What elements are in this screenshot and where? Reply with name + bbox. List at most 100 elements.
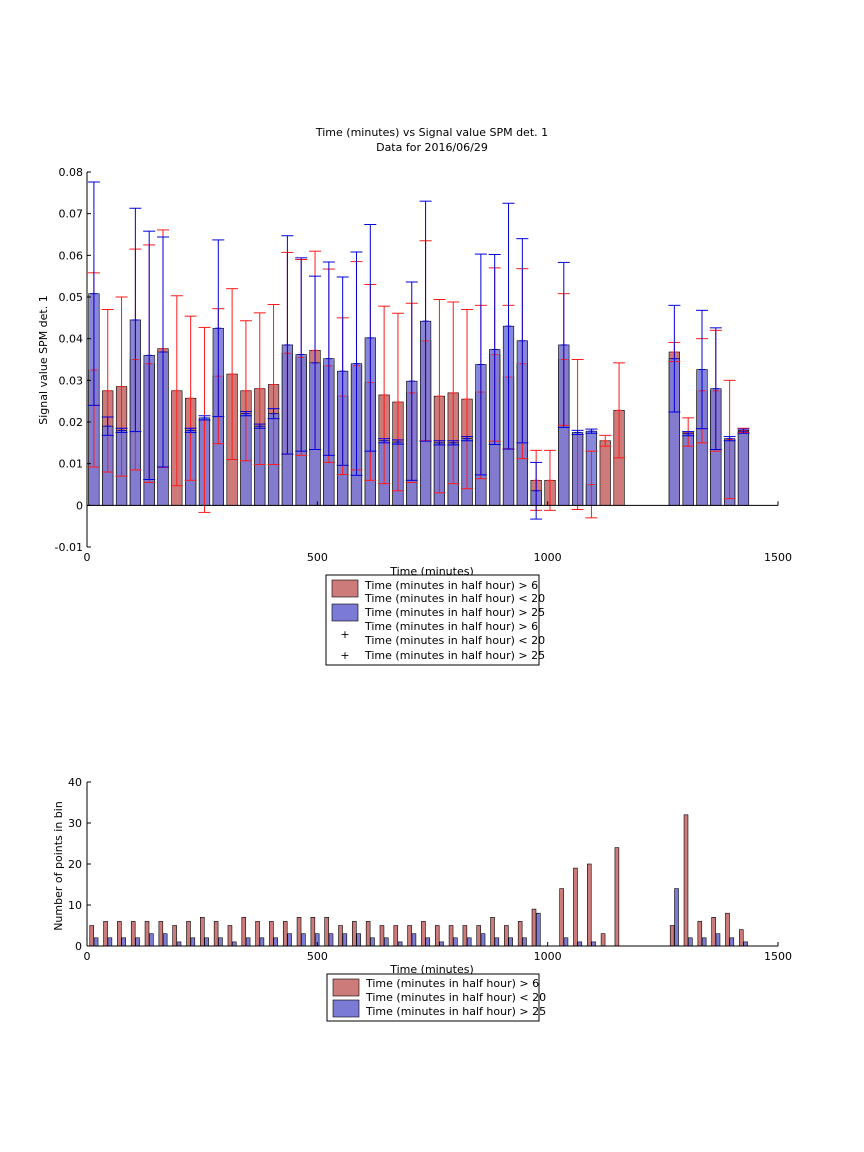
x-tick-label: 500: [307, 950, 328, 963]
count-bar: [421, 921, 426, 947]
count-bar: [729, 937, 735, 947]
legend-swatch-blue: [331, 603, 359, 622]
count-bar: [93, 937, 99, 947]
count-bar: [135, 937, 140, 947]
count-chart: 0 10 20 30 40 0 500 1000 1500 Time (minutes) Num…: [52, 776, 792, 1022]
count-bar: [439, 941, 444, 947]
count-bar: [310, 916, 316, 947]
count-bar: [490, 916, 495, 947]
y-tick-label: -0.01: [55, 541, 83, 554]
count-bar: [255, 921, 260, 947]
count-bar: [176, 941, 182, 947]
y-tick-label: 0.05: [59, 291, 84, 304]
count-bar: [117, 921, 122, 947]
count-bar: [282, 921, 288, 947]
count-bar: [559, 888, 564, 947]
legend-swatch-red: [331, 579, 359, 598]
count-bar: [669, 925, 675, 947]
count-bar: [476, 925, 481, 947]
y-tick-label: 10: [68, 899, 82, 912]
legend-label: Time (minutes in half hour) < 20: [365, 991, 546, 1004]
y-tick-label: 0: [75, 940, 82, 953]
y-tick-label: 0.07: [59, 208, 84, 221]
signal-chart: Time (minutes) vs Signal value SPM det. …: [37, 126, 792, 666]
count-bar: [232, 941, 237, 947]
count-bar: [725, 912, 730, 947]
bar: [599, 440, 611, 506]
count-bar: [411, 933, 417, 947]
count-bar: [453, 937, 458, 947]
count-bar: [504, 925, 509, 947]
count-bar: [200, 916, 205, 947]
legend-box: [325, 574, 540, 666]
count-bar: [273, 937, 279, 947]
legend-box: [326, 973, 540, 1022]
count-bar: [241, 916, 247, 947]
count-bar: [739, 929, 744, 947]
legend-label: Time (minutes in half hour) > 25: [364, 606, 545, 619]
x-tick-label: 1500: [764, 950, 792, 963]
count-bar: [614, 847, 620, 947]
count-bar: [328, 933, 334, 947]
legend-label: Time (minutes in half hour) > 6: [365, 977, 539, 990]
count-bar: [162, 933, 168, 947]
count-bar: [434, 925, 440, 947]
count-bar: [204, 937, 209, 947]
count-bar: [342, 933, 348, 947]
count-bar: [296, 916, 302, 947]
y-tick-label: 40: [68, 776, 82, 789]
count-bar: [324, 916, 329, 947]
chart-subtitle: Data for 2016/06/29: [376, 141, 488, 154]
count-bar: [301, 933, 306, 947]
top-bars-layer: [88, 293, 750, 506]
count-bar: [715, 933, 721, 947]
count-bar: [466, 937, 472, 947]
count-bar: [172, 925, 177, 947]
count-bar: [144, 921, 150, 947]
y-tick-label: 0.02: [59, 416, 84, 429]
x-axis-label: Time (minutes): [389, 963, 474, 976]
count-bar: [245, 937, 251, 947]
count-bar: [107, 937, 113, 947]
y-tick-label: 0.06: [59, 249, 84, 262]
count-bar: [480, 933, 486, 947]
count-bar: [365, 921, 371, 947]
legend-label: Time (minutes in half hour) < 20: [364, 592, 545, 605]
count-bar: [384, 937, 389, 947]
count-bar: [573, 867, 578, 947]
count-bar: [508, 937, 513, 947]
y-tick-label: 20: [68, 858, 82, 871]
x-tick-label: 500: [307, 551, 328, 564]
count-bar: [425, 937, 431, 947]
legend-swatch-blue: [332, 999, 360, 1018]
legend-label: Time (minutes in half hour) > 25: [365, 1005, 546, 1018]
count-bar: [407, 925, 412, 947]
count-bar: [370, 937, 375, 947]
count-bar: [683, 814, 689, 947]
x-tick-label: 1000: [534, 551, 562, 564]
x-tick-label: 0: [84, 950, 91, 963]
count-bar: [190, 937, 196, 947]
count-bar: [287, 933, 292, 947]
bottom-axes: 0 10 20 30 40 0 500 1000 1500: [68, 776, 792, 963]
count-bar: [743, 941, 748, 947]
count-bar: [701, 937, 707, 947]
count-bar: [674, 888, 679, 947]
legend-label: Time (minutes in half hour) > 6: [364, 620, 538, 633]
count-bar: [269, 921, 274, 947]
count-bar: [586, 863, 592, 947]
legend-marker-blue: +: [340, 649, 349, 662]
count-bar: [356, 933, 361, 947]
count-bar: [379, 925, 385, 947]
legend-label: Time (minutes in half hour) > 6: [364, 579, 538, 592]
count-bar: [103, 921, 108, 947]
count-bar: [577, 941, 583, 947]
y-tick-label: 0.03: [59, 374, 84, 387]
count-bar: [121, 937, 126, 947]
count-bar: [600, 933, 606, 947]
count-bar: [149, 933, 154, 947]
y-tick-label: 0.08: [59, 166, 84, 179]
